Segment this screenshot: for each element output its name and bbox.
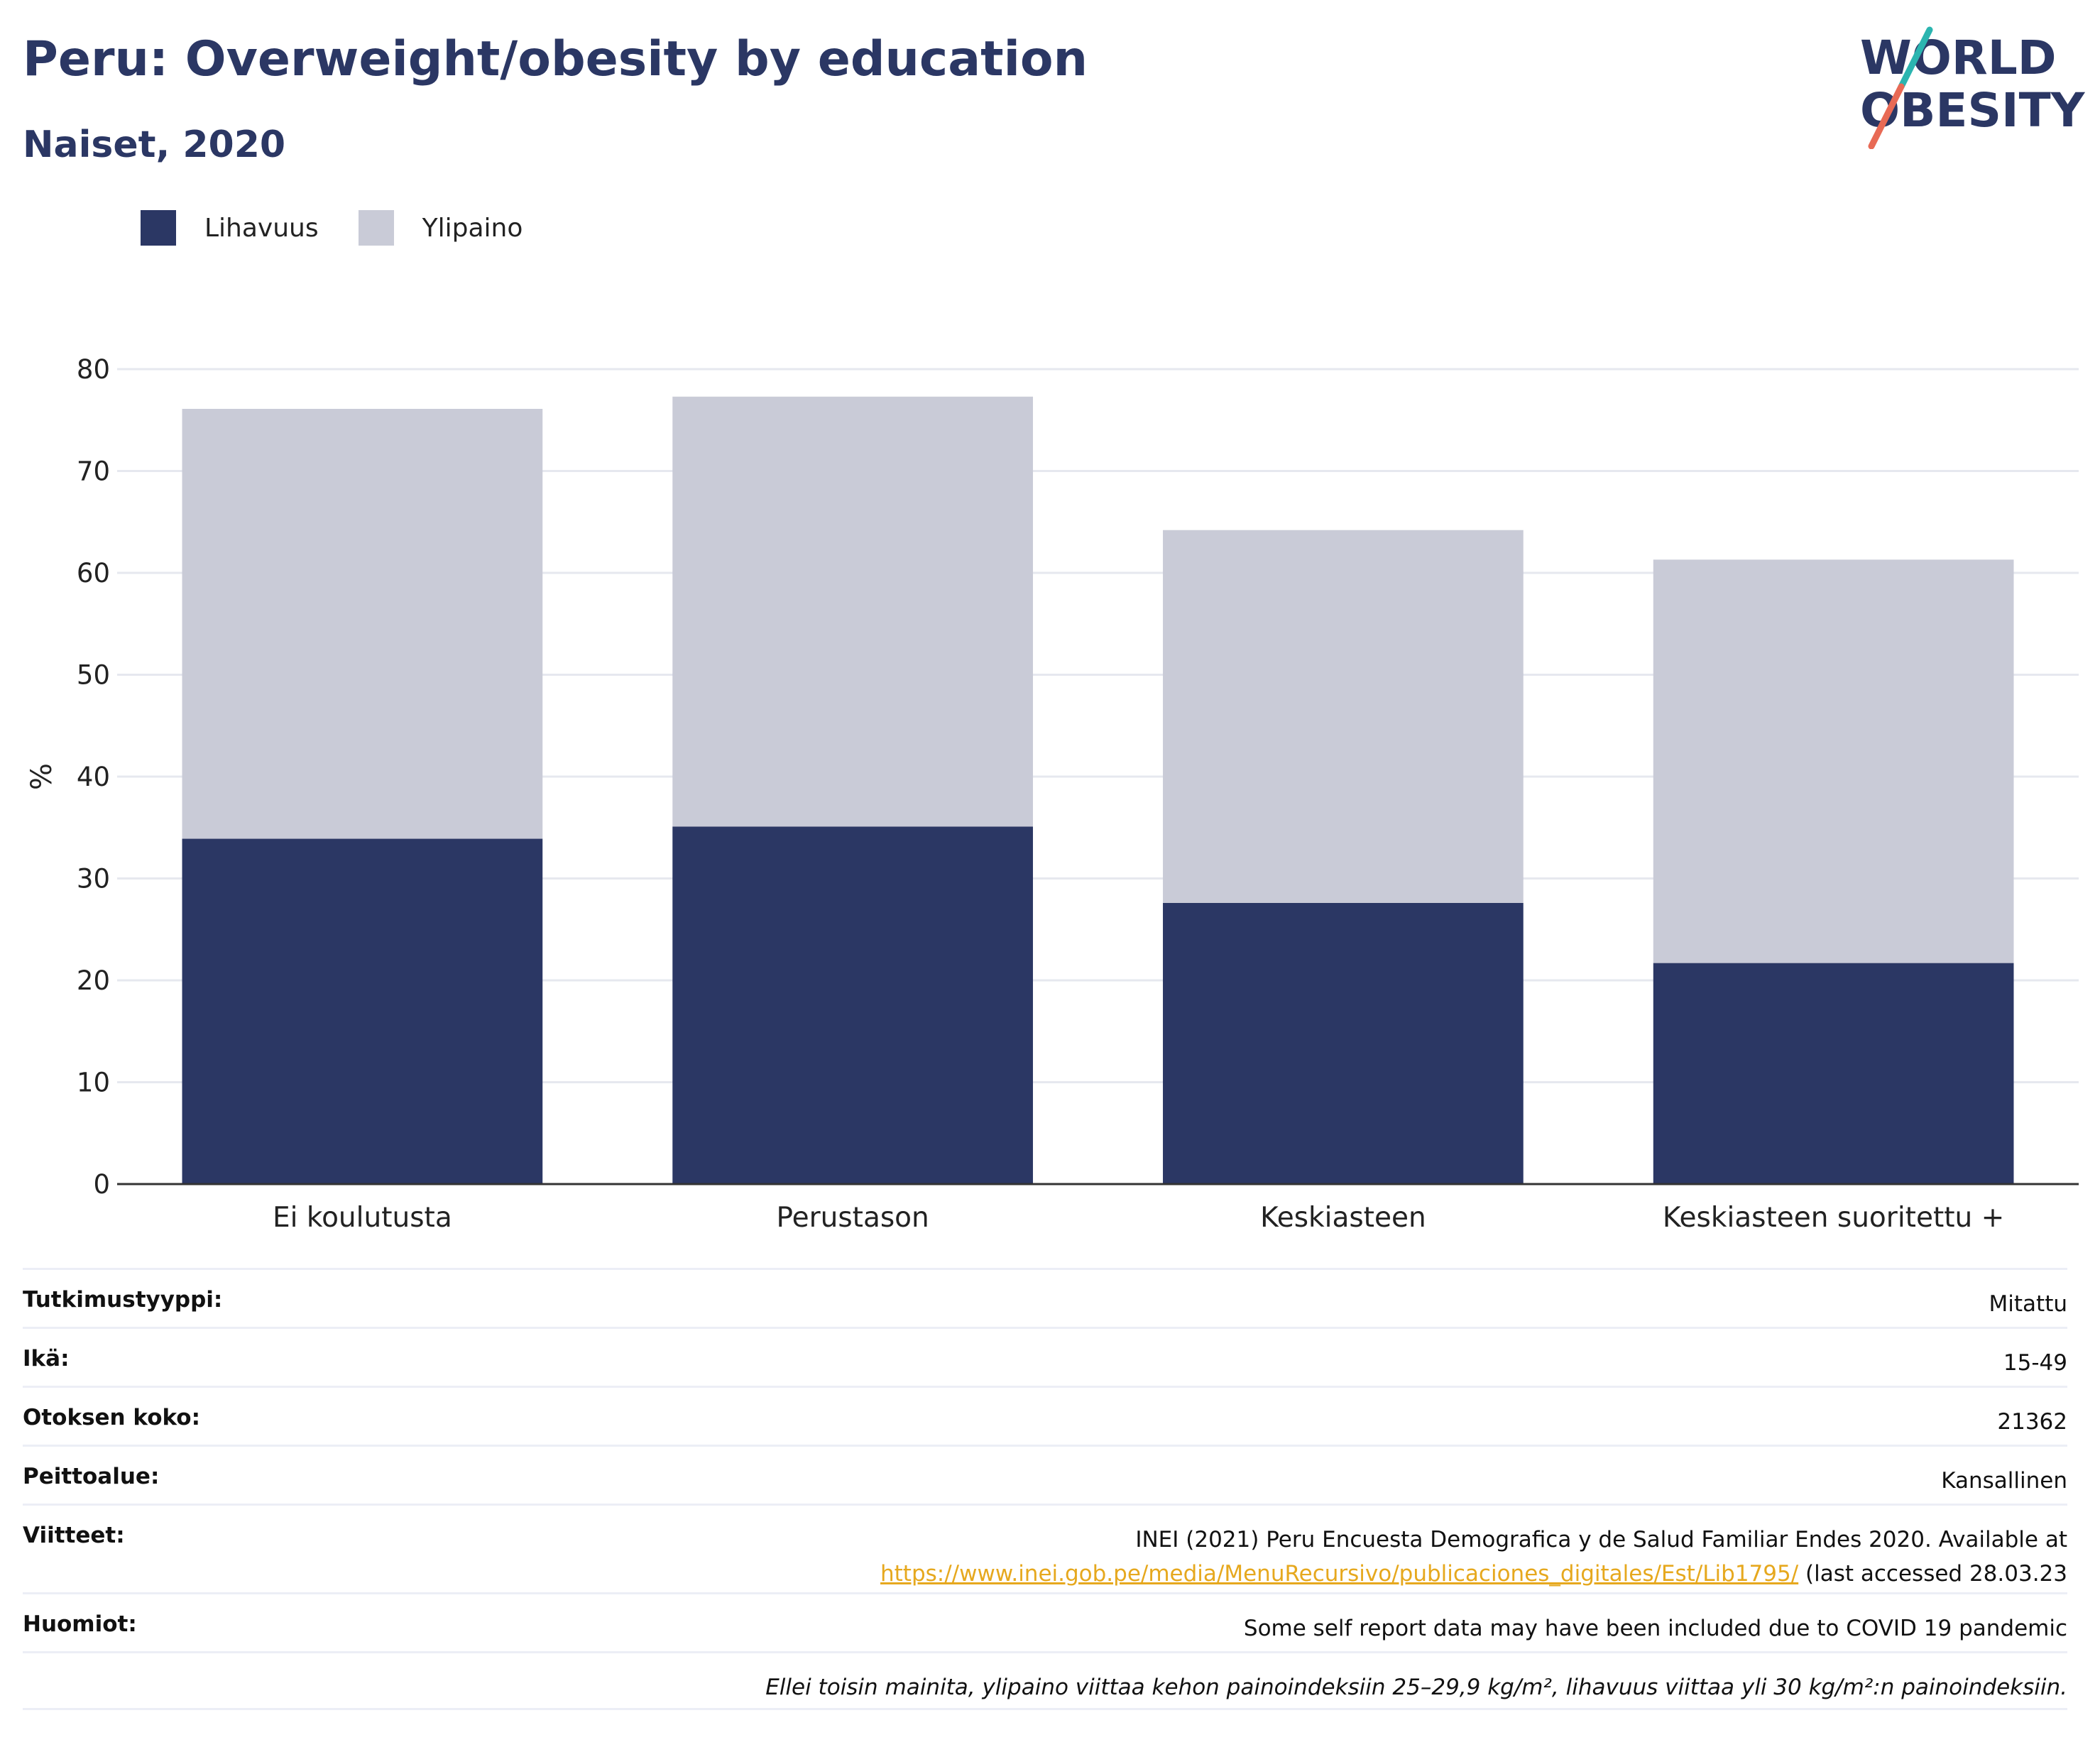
y-tick-label: 20: [77, 965, 110, 996]
meta-value-age: 15-49: [2003, 1350, 2067, 1376]
meta-value-sample-size: 21362: [1997, 1409, 2067, 1435]
y-tick-label: 80: [77, 354, 110, 385]
bar-ylipaino-2: [1163, 530, 1524, 903]
reference-suffix: (last accessed 28.03.23: [1798, 1561, 2067, 1587]
meta-row-study-type: Tutkimustyyppi: Mitattu: [23, 1268, 2067, 1327]
y-tick-label: 0: [93, 1169, 110, 1200]
y-tick-label: 40: [77, 762, 110, 792]
reference-link[interactable]: https://www.inei.gob.pe/media/MenuRecurs…: [880, 1561, 1799, 1587]
meta-value-study-type: Mitattu: [1989, 1291, 2067, 1317]
meta-label-references: Viitteet:: [23, 1523, 125, 1548]
svg-text:WORLD: WORLD: [1860, 31, 2057, 85]
x-tick-label: Keskiasteen: [1260, 1202, 1426, 1234]
svg-text:OBESITY: OBESITY: [1860, 83, 2086, 138]
stacked-bar-chart: 0 10 20 30 40 50 60 70 80% Ei koulutusta Perustaso…: [26, 354, 2079, 1234]
y-tick-label: 50: [77, 660, 110, 691]
legend: Lihavuus Ylipaino: [141, 210, 562, 246]
x-tick-label: Ei koulutusta: [273, 1202, 452, 1234]
meta-value-notes: Some self report data may have been incl…: [1243, 1616, 2067, 1641]
legend-item-lihavuus[interactable]: Lihavuus: [141, 210, 319, 246]
meta-label-age: Ikä:: [23, 1346, 70, 1371]
meta-label-sample-size: Otoksen koko:: [23, 1405, 200, 1430]
chart-title: Peru: Overweight/obesity by education: [23, 31, 1088, 87]
meta-row-sample-size: Otoksen koko: 21362: [23, 1386, 2067, 1445]
meta-row-age: Ikä: 15-49: [23, 1327, 2067, 1386]
meta-label-study-type: Tutkimustyyppi:: [23, 1287, 223, 1313]
meta-row-notes: Huomiot: Some self report data may have …: [23, 1592, 2067, 1651]
legend-item-ylipaino[interactable]: Ylipaino: [358, 210, 523, 246]
bar-ylipaino-3: [1653, 559, 2014, 963]
bar-lihavuus-2: [1163, 902, 1524, 1184]
x-tick-label: Perustason: [776, 1202, 929, 1234]
metadata-table: Tutkimustyyppi: Mitattu Ikä: 15-49 Otoks…: [23, 1268, 2067, 1710]
bar-ylipaino-0: [182, 408, 543, 839]
meta-value-coverage: Kansallinen: [1941, 1468, 2067, 1494]
x-tick-label: Keskiasteen suoritettu +: [1663, 1202, 2004, 1234]
meta-row-references: Viitteet: INEI (2021) Peru Encuesta Demo…: [23, 1504, 2067, 1592]
world-obesity-logo: WORLD OBESITY: [1860, 26, 2086, 149]
meta-value-references: INEI (2021) Peru Encuesta Demografica y …: [880, 1523, 2067, 1591]
legend-label-lihavuus: Lihavuus: [204, 213, 319, 243]
meta-label-notes: Huomiot:: [23, 1611, 137, 1637]
reference-text: INEI (2021) Peru Encuesta Demografica y …: [1135, 1527, 2067, 1552]
bar-ylipaino-1: [672, 396, 1033, 827]
meta-row-coverage: Peittoalue: Kansallinen: [23, 1445, 2067, 1504]
y-tick-label: 30: [77, 864, 110, 894]
definition-footnote: Ellei toisin mainita, ylipaino viittaa k…: [765, 1675, 2067, 1700]
bar-lihavuus-3: [1653, 963, 2014, 1184]
legend-swatch-lihavuus: [141, 210, 176, 246]
meta-label-coverage: Peittoalue:: [23, 1464, 160, 1489]
meta-row-footnote: Ellei toisin mainita, ylipaino viittaa k…: [23, 1651, 2067, 1710]
bar-lihavuus-1: [672, 826, 1033, 1184]
y-tick-label: 60: [77, 558, 110, 588]
bar-lihavuus-0: [182, 838, 543, 1184]
y-tick-label: 70: [77, 456, 110, 487]
y-tick-label: 10: [77, 1068, 110, 1098]
legend-label-ylipaino: Ylipaino: [422, 213, 523, 243]
y-axis-title: %: [26, 763, 58, 790]
legend-swatch-ylipaino: [358, 210, 394, 246]
chart-subtitle: Naiset, 2020: [23, 124, 286, 166]
